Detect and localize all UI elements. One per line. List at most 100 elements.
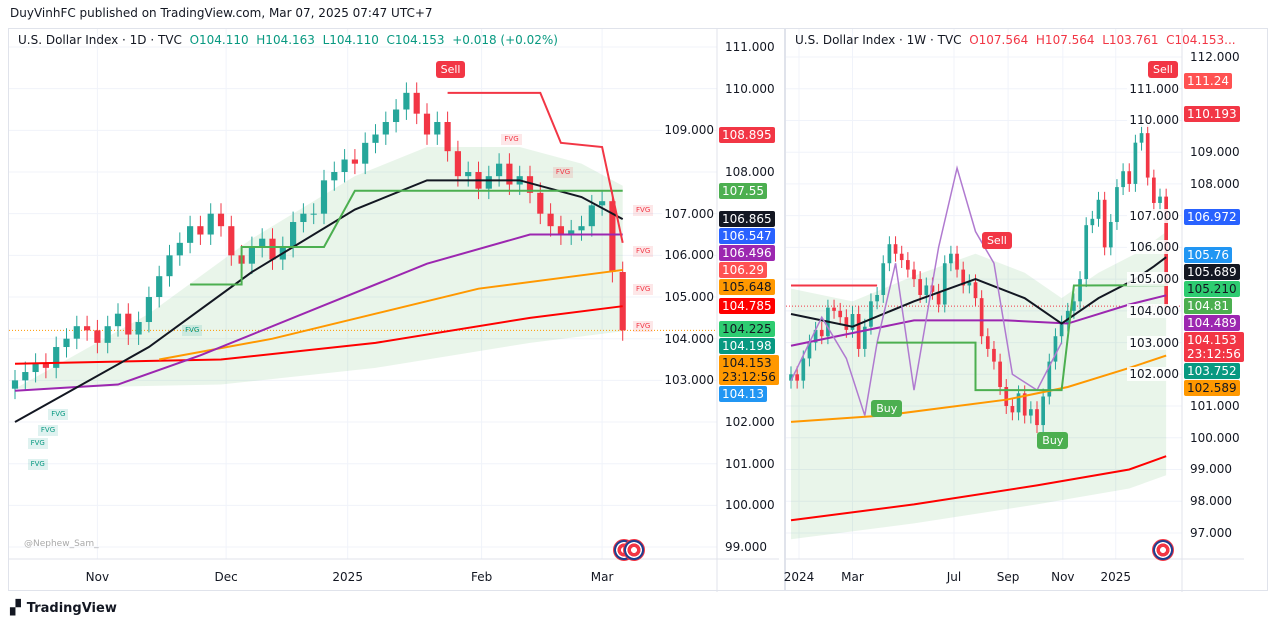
candle <box>42 363 49 368</box>
candle <box>300 213 307 223</box>
open-value: O107.564 <box>969 33 1029 47</box>
price-badge-value: 105.648 <box>722 280 772 295</box>
candle <box>789 374 793 381</box>
low-value: L103.761 <box>1102 33 1159 47</box>
candle <box>393 109 400 123</box>
candle <box>53 347 60 368</box>
price-badge: 105.648 <box>719 279 775 296</box>
candle <box>1072 301 1076 311</box>
price-badge-value: 111.24 <box>1187 74 1229 89</box>
candle <box>1078 279 1082 302</box>
candle <box>362 142 369 164</box>
y-tick-label: 110.000 <box>725 81 775 96</box>
buy-signal: Buy <box>1037 431 1069 449</box>
candle <box>869 301 873 327</box>
candle <box>875 294 879 302</box>
price-badge-value: 106.496 <box>722 246 772 261</box>
price-badge-value: 105.76 <box>1187 247 1229 262</box>
candle <box>619 272 626 331</box>
price-badge: 103.752 <box>1184 362 1240 379</box>
candle <box>899 253 904 261</box>
y-tick-label: 103.000 <box>1127 335 1179 350</box>
price-badge: 105.76 <box>1184 246 1232 263</box>
y-tick-label: 105.000 <box>1127 272 1179 287</box>
y-tick-label: 107.000 <box>1127 208 1179 223</box>
y-tick-label: 111.000 <box>725 40 775 54</box>
logo-icon: ▞ <box>10 600 21 616</box>
black-ma-line <box>14 179 624 423</box>
candle <box>166 255 173 277</box>
candle <box>1158 196 1162 203</box>
candle <box>973 282 978 299</box>
candle <box>955 253 959 270</box>
candle <box>588 205 595 227</box>
y-tick-label: 97.000 <box>1190 525 1232 540</box>
candle <box>850 314 855 330</box>
price-badge-value: 103.752 <box>1187 363 1237 378</box>
fvg-box: FVG <box>27 437 48 449</box>
price-badge: 110.193 <box>1184 106 1240 123</box>
candle <box>1053 336 1058 362</box>
plot-weekly <box>786 29 1244 592</box>
candle <box>259 238 266 248</box>
tradingview-logo[interactable]: ▞ TradingView <box>10 600 117 616</box>
candle <box>930 285 935 292</box>
publish-info: DuyVinhFC published on TradingView.com, … <box>10 6 433 20</box>
candle <box>893 244 898 254</box>
candle <box>1029 409 1033 416</box>
price-badge: 108.895 <box>719 126 775 143</box>
candle <box>1145 133 1150 178</box>
candle <box>1059 323 1064 337</box>
chart-daily[interactable]: U.S. Dollar Index · 1D · TVC O104.110 H1… <box>8 28 785 592</box>
buy-signal: Buy <box>871 400 903 418</box>
chart-weekly[interactable]: U.S. Dollar Index · 1W · TVC O107.564 H1… <box>784 28 1268 592</box>
sell-signal: Sell <box>981 232 1012 250</box>
price-badge-value: 104.785 <box>722 298 772 313</box>
price-badge: 104.13 <box>719 386 767 403</box>
candle <box>423 113 431 135</box>
us-flag-icon <box>1152 539 1174 561</box>
fvg-box: FVG <box>48 408 69 420</box>
candle <box>1139 133 1144 143</box>
legend-daily: U.S. Dollar Index · 1D · TVC O104.110 H1… <box>18 33 558 47</box>
candle <box>176 242 183 256</box>
y-tick-label: 98.000 <box>1190 494 1232 509</box>
price-badge-value: 106.29 <box>722 263 764 278</box>
candle <box>998 361 1002 387</box>
fvg-box: FVG <box>501 133 522 145</box>
candle <box>1022 393 1027 416</box>
y-tick-label: 101.000 <box>1190 399 1240 414</box>
candle <box>844 317 849 330</box>
oscillator-line <box>790 165 1063 416</box>
candle <box>84 326 91 331</box>
price-badge-value: 104.13 <box>722 387 764 402</box>
y-tick-label: 102.000 <box>725 415 775 430</box>
red-ma-line <box>790 455 1167 522</box>
fvg-box: FVG <box>633 204 654 216</box>
candle <box>1016 393 1021 413</box>
candle <box>906 260 910 270</box>
candle <box>1065 310 1070 324</box>
x-tick-label: 2025 <box>332 570 363 584</box>
price-badge: 105.210 <box>1184 280 1240 297</box>
candle <box>881 263 886 295</box>
x-tick-label: Feb <box>470 570 493 584</box>
close-value: C104.153... <box>1166 33 1236 47</box>
candle <box>568 230 575 235</box>
x-tick-label: Sep <box>996 570 1020 584</box>
price-badge: 107.55 <box>719 182 767 199</box>
candle <box>1096 199 1101 219</box>
price-badge-value: 108.895 <box>722 127 772 142</box>
candle <box>310 213 317 215</box>
price-badge-value: 104.153 <box>1187 332 1237 347</box>
candle <box>979 298 984 337</box>
candle <box>918 279 922 295</box>
candle <box>94 330 101 343</box>
fvg-box: FVG <box>552 167 574 178</box>
candle <box>1152 177 1156 203</box>
y-tick-label: 102.000 <box>1127 367 1179 382</box>
sell-signal: Sell <box>1148 60 1178 78</box>
price-badge-value: 104.81 <box>1187 298 1229 313</box>
y-tick-label: 111.000 <box>1127 81 1179 96</box>
candle <box>599 201 606 206</box>
